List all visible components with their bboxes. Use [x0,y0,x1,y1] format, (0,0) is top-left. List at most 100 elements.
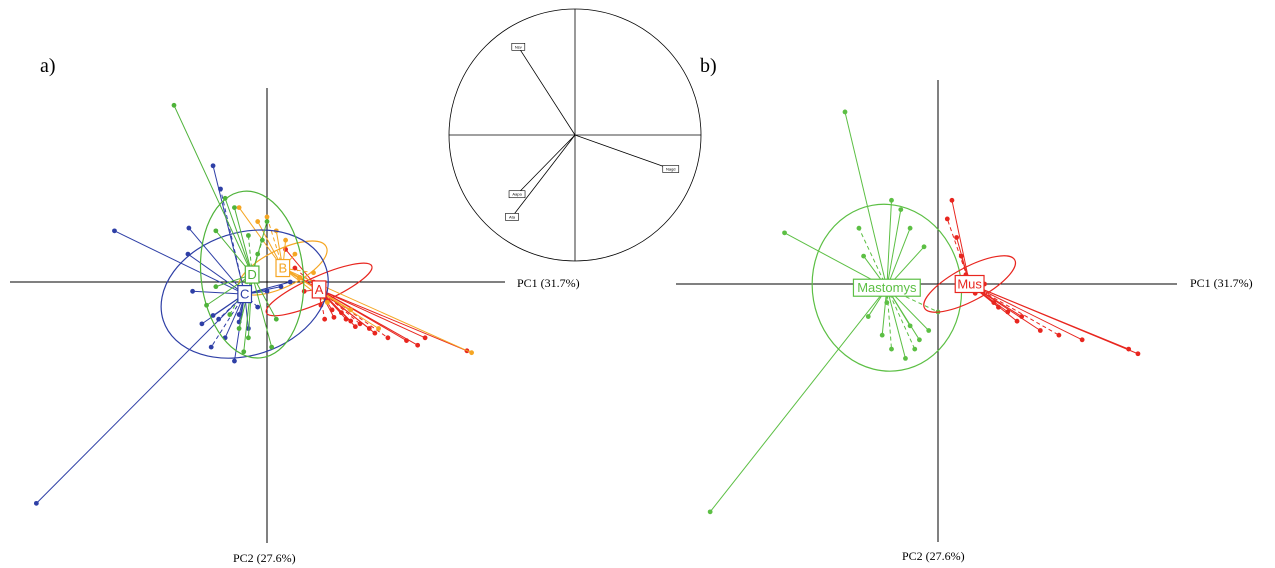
panel-b-mus-point [991,300,997,305]
panel-b-mus-ray [951,200,971,285]
vector-nagd [574,134,671,170]
panel-a-plot-area: A B CD [33,102,474,506]
panel-a-b-point [264,214,270,220]
panel-b-mastomys-point [898,207,904,213]
panel-a-d-point [236,326,242,331]
panel-b-mus-ray [969,283,1083,341]
panel-b-mus-point [954,235,959,240]
panel-b-mastomys-point [889,346,894,352]
panel-b-mastomys-point [926,328,932,333]
vector-ata-label-box [505,213,519,221]
panel-b-label: b) [700,55,717,77]
panel-a-d-ellipse [199,190,305,359]
panel-a-c-ray [187,253,245,295]
panel-b-mastomys-ray [886,200,892,288]
panel-b-mastomys-point [707,509,713,515]
panel-a-c-point [218,186,223,192]
panel-b-mus-point [1019,314,1025,319]
panel-a-b-ray [282,267,314,274]
vector-aapa [516,134,576,195]
panel-b-mus-ray [946,218,971,285]
panel-a-y-axis-label: PC2 (27.6%) [233,551,296,565]
panel-a-c-ray [36,293,246,504]
panel-a-a-label-box [311,280,327,299]
panel-b-mus-ray [969,283,1129,350]
panel-b-mus-label-text: Mus [957,277,982,292]
vector-aapa-label-box [508,190,526,199]
panel-a-d-point [269,344,275,350]
panel-b-plot-area: Mastomys Mus [707,109,1141,515]
panel-a-a-point [348,318,354,324]
panel-a-b-point [255,219,261,224]
panel-b-mastomys-point [856,225,862,231]
panel-b-mus-point [1079,337,1085,343]
correlation-vectors: Nsv Nagd Aapa Ata [505,42,680,221]
panel-b-mastomys-ellipse [811,203,963,372]
panel-b-y-axis-label: PC2 (27.6%) [902,549,965,563]
panel-a-a-point [331,314,337,320]
panel-a-a-ray [318,288,426,339]
panel-a-d-point [232,205,237,211]
panel-a-a-point [329,307,335,313]
panel-a-c-ray [192,290,245,295]
panel-a-c-ellipse [160,229,329,359]
panel-b-mus-point [1014,318,1020,324]
panel-b-mastomys-point [842,109,848,115]
panel-a-c-point [236,312,242,317]
panel-b-mastomys-label-text: Mastomys [857,280,917,295]
panel-b-mastomys-point [782,230,787,236]
vector-ata-label: Ata [509,214,516,219]
panel-a-d-point [255,251,261,257]
panel-a-b-point [376,326,381,331]
panel-a-c-ray [244,281,291,295]
panel-b-mastomys-point [865,314,871,319]
panel-b-mus-point [958,253,964,259]
panel-a-d-point [246,233,251,238]
panel-b-mastomys-ray [709,287,888,513]
panel-b-x-axis-label: PC1 (31.7%) [1190,276,1253,290]
panel-a-c-point [287,279,293,285]
panel-a-c-point [246,326,251,331]
panel-b-mastomys-point [917,337,922,343]
panel-a-b-point [469,350,474,356]
panel-b-mastomys-ray [886,287,892,350]
panel-a-c-point [208,344,214,350]
panel-a-d-label-box [244,265,260,284]
panel-a-d-point [273,316,279,322]
panel-b-mus-point [949,197,955,203]
panel-a-a-point [404,338,409,343]
panel-b-mastomys-ray [886,287,916,350]
panel-b-group-mus [923,197,1141,357]
panel-b-mastomys-ray [844,111,888,288]
panel-b-mastomys-point [907,225,913,231]
panel-a-b-label: B [275,258,291,278]
panel-b-mastomys-ray [858,227,888,288]
panel-a-a-point [372,330,378,336]
panel-a-c-point [210,163,216,169]
panel-a-c-point [216,316,222,322]
panel-a-b-ray [282,267,472,354]
panel-a-d-point [259,237,265,243]
panel-a-b-point [292,251,298,257]
panel-b-mastomys-label: Mastomys [852,278,921,297]
panel-a-a-point [415,342,421,348]
vector-nagd-label: Nagd [666,167,676,172]
panel-a-b-point [297,274,302,280]
panel-b-mus-point [1135,351,1141,357]
panel-a-biplot: a) PC1 (31.7%) PC2 (27.6%) A B CD [10,55,580,565]
panel-b-mastomys-point [912,346,918,352]
panel-b-mastomys-point [861,253,866,259]
panel-a-b-point [348,307,354,313]
panel-b-mastomys-ray [886,287,906,359]
panel-a-a-label: A [311,280,327,299]
panel-a-a-point [343,316,349,322]
panel-b-mus-point [1037,328,1043,333]
panel-a-a-point [357,321,363,327]
panel-a-c-ray [220,188,246,295]
vector-nsv-label-box [511,42,526,51]
panel-a-c-point [278,284,284,290]
panel-a-c-point [232,358,237,364]
panel-a-d-ray [224,198,253,275]
panel-a-d-ray [233,207,253,275]
